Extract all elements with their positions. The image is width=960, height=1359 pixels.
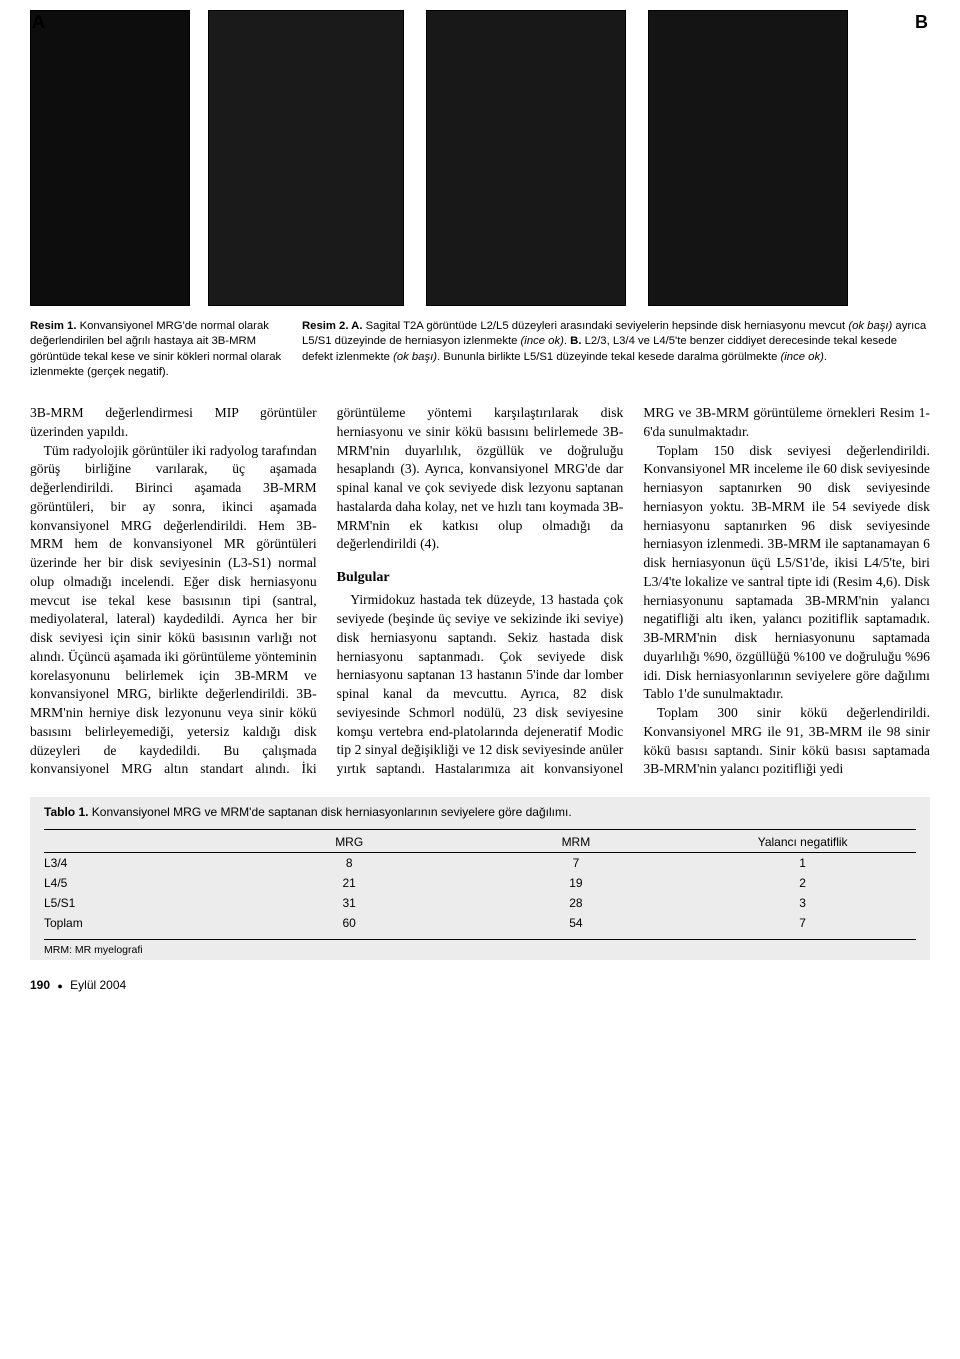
caption-2-t1: Sagital T2A görüntüde L2/L5 düzeyleri ar… <box>362 320 848 332</box>
table-1-lead: Tablo 1. <box>44 805 88 819</box>
cell: 3 <box>689 893 916 913</box>
cell: 31 <box>236 893 463 913</box>
figure-2-image-mid <box>426 10 626 306</box>
col-mrg: MRG <box>236 832 463 853</box>
col-mrm: MRM <box>463 832 690 853</box>
footer-issue: Eylül 2004 <box>70 978 126 992</box>
cell: 2 <box>689 873 916 893</box>
figure-2-image-right <box>648 10 848 306</box>
panel-b-label: B <box>915 12 928 33</box>
panel-a-label: A <box>32 12 45 33</box>
caption-2-t5: . Bununla birlikte L5/S1 düzeyinde tekal… <box>437 351 781 363</box>
footer-page-number: 190 <box>30 978 50 992</box>
figure-1-image <box>30 10 190 306</box>
cell: 1 <box>689 853 916 874</box>
cell-l34: L3/4 <box>44 853 236 874</box>
cell: 7 <box>463 853 690 874</box>
cell: 28 <box>463 893 690 913</box>
body-text-columns: 3B-MRM değerlendirmesi MIP görüntüler üz… <box>30 404 930 779</box>
cell: 8 <box>236 853 463 874</box>
page-footer: 190 ● Eylül 2004 <box>30 978 930 992</box>
caption-2-lead: Resim 2. A. <box>302 320 362 332</box>
figure-2-image-left <box>208 10 404 306</box>
body-p1: 3B-MRM değerlendirmesi MIP görüntüler üz… <box>30 404 317 442</box>
caption-2-b2: B. <box>570 335 581 347</box>
caption-2-i3: (ok başı) <box>393 351 437 363</box>
figure-1-caption: Resim 1. Konvansiyonel MRG'de normal ola… <box>30 319 284 380</box>
figure-2-panel-b: B <box>208 10 930 306</box>
cell: 54 <box>463 913 690 933</box>
cell: 19 <box>463 873 690 893</box>
table-1-title-text: Konvansiyonel MRG ve MRM'de saptanan dis… <box>88 805 571 819</box>
cell-l5s1: L5/S1 <box>44 893 236 913</box>
cell-l45: L4/5 <box>44 873 236 893</box>
body-p5: Toplam 300 sinir kökü değerlendirildi. K… <box>643 704 930 779</box>
table-row: L3/4 8 7 1 <box>44 853 916 874</box>
cell: 60 <box>236 913 463 933</box>
body-p4: Toplam 150 disk seviyesi değerlendirildi… <box>643 442 930 705</box>
table-1-note: MRM: MR myelografi <box>44 939 916 956</box>
caption-1-lead: Resim 1. <box>30 320 76 332</box>
table-row: L4/5 21 19 2 <box>44 873 916 893</box>
cell: 7 <box>689 913 916 933</box>
caption-2-i4: (ince ok) <box>781 351 824 363</box>
col-level <box>44 832 236 853</box>
table-row: L5/S1 31 28 3 <box>44 893 916 913</box>
table-1: Tablo 1. Konvansiyonel MRG ve MRM'de sap… <box>30 797 930 960</box>
col-falseneg: Yalancı negatiflik <box>689 832 916 853</box>
cell: 21 <box>236 873 463 893</box>
caption-2-i1: (ok başı) <box>848 320 892 332</box>
table-1-grid: MRG MRM Yalancı negatiflik L3/4 8 7 1 L4… <box>44 832 916 933</box>
cell-total: Toplam <box>44 913 236 933</box>
footer-separator-icon: ● <box>57 981 62 991</box>
table-row-total: Toplam 60 54 7 <box>44 913 916 933</box>
caption-2-i2: (ince ok) <box>521 335 564 347</box>
table-header-row: MRG MRM Yalancı negatiflik <box>44 832 916 853</box>
table-1-title: Tablo 1. Konvansiyonel MRG ve MRM'de sap… <box>44 805 916 819</box>
figure-1-panel-a: A <box>30 10 190 311</box>
caption-2-t6: . <box>824 351 827 363</box>
figure-2-caption: Resim 2. A. Sagital T2A görüntüde L2/L5 … <box>302 319 930 380</box>
section-heading-bulgular: Bulgular <box>337 568 624 587</box>
